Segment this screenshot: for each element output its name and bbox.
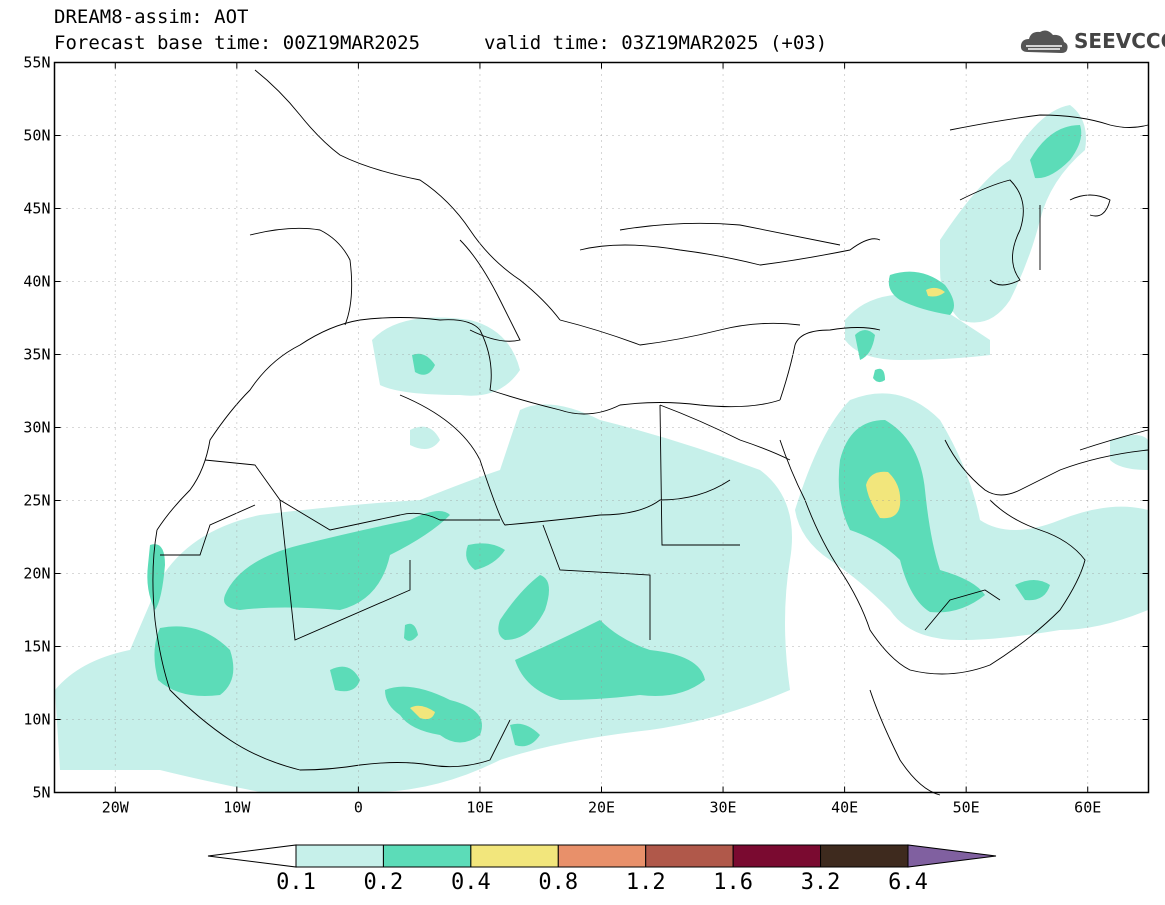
lon-label: 40E — [831, 799, 858, 817]
colorbar-label: 1.2 — [625, 870, 666, 895]
lat-label: 20N — [23, 565, 50, 583]
lat-label: 5N — [32, 784, 50, 802]
colorbar-high-arrow — [907, 844, 997, 868]
aot-field — [55, 105, 1148, 792]
lat-label: 25N — [23, 492, 50, 510]
lon-label: 20E — [588, 799, 615, 817]
colorbar-label: 3.2 — [800, 870, 841, 895]
lat-label: 45N — [23, 200, 50, 218]
colorbar-label: 1.6 — [713, 870, 754, 895]
colorbar-box — [645, 844, 734, 868]
gridlines — [54, 62, 1149, 793]
colorbar-box — [557, 844, 647, 868]
colorbar-low-arrow — [207, 844, 297, 868]
lat-label: 10N — [23, 711, 50, 729]
lon-label: 20W — [102, 799, 130, 817]
colorbar-box — [470, 844, 559, 868]
colorbar-box — [295, 844, 384, 868]
cloud-icon — [1020, 30, 1068, 53]
latitude-labels: 55N 50N 45N 40N 35N 30N 25N 20N 15N 10N 5N — [23, 54, 1149, 802]
longitude-labels: 20W 10W 0 10E 20E 30E 40E 50E 60E — [102, 62, 1101, 817]
colorbar-box — [820, 844, 909, 868]
coastlines — [152, 69, 1149, 796]
lat-label: 30N — [23, 419, 50, 437]
forecast-base-time: Forecast base time: 00Z19MAR2025 — [54, 32, 421, 54]
lon-label: 10W — [223, 799, 251, 817]
lon-label: 60E — [1074, 799, 1101, 817]
colorbar-box — [732, 844, 822, 868]
logo-text: SEEVCCC — [1074, 29, 1165, 53]
lat-label: 35N — [23, 346, 50, 364]
colorbar-label: 0.1 — [276, 870, 316, 895]
lat-label: 55N — [23, 54, 50, 72]
colorbar-label: 0.8 — [538, 870, 579, 895]
lon-label: 0 — [354, 799, 363, 817]
valid-time: valid time: 03Z19MAR2025 (+03) — [484, 32, 828, 54]
lon-label: 30E — [710, 799, 737, 817]
lat-label: 50N — [23, 127, 50, 145]
colorbar — [207, 844, 997, 868]
colorbar-label: 6.4 — [888, 870, 928, 895]
seevccc-logo: SEEVCCC — [1018, 26, 1165, 56]
lat-label: 15N — [23, 638, 50, 656]
lat-label: 40N — [23, 273, 50, 291]
colorbar-label: 0.4 — [450, 870, 491, 895]
map-title: DREAM8-assim: AOT — [54, 6, 249, 28]
lon-label: 10E — [466, 799, 493, 817]
colorbar-box — [382, 844, 472, 868]
colorbar-label: 0.2 — [363, 870, 404, 895]
lon-label: 50E — [953, 799, 980, 817]
